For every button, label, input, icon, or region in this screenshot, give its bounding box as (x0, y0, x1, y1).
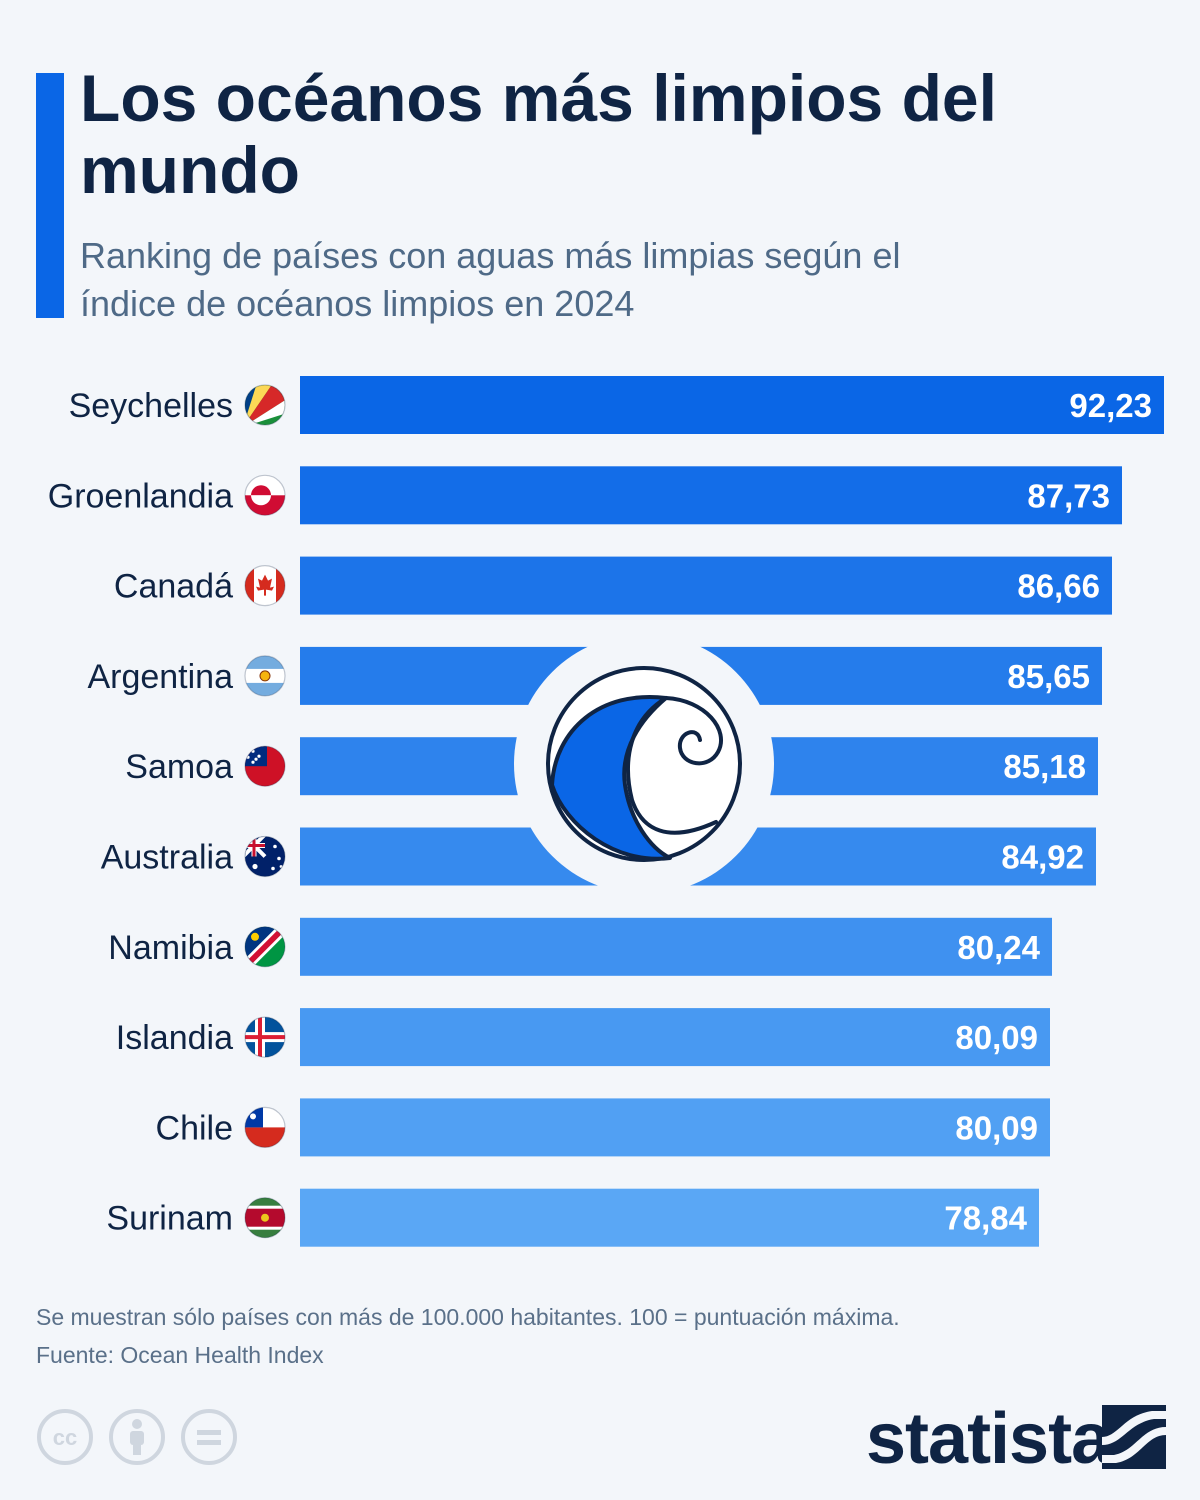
category-label: Chile (156, 1109, 233, 1147)
argentina-flag-icon (244, 655, 286, 697)
category-label: Seychelles (69, 387, 233, 425)
chart-subtitle: Ranking de países con aguas más limpias … (80, 235, 901, 324)
bar (300, 376, 1164, 434)
category-label: Surinam (106, 1200, 233, 1238)
greenland-flag-icon (244, 474, 286, 516)
value-label: 80,24 (957, 929, 1040, 966)
value-label: 84,92 (1001, 839, 1084, 876)
category-label: Australia (101, 839, 233, 877)
australia-flag-icon (244, 835, 286, 878)
bar (300, 556, 1112, 615)
footnote-note: Se muestran sólo países con más de 100.0… (36, 1304, 900, 1330)
suriname-flag-icon (244, 1197, 286, 1239)
category-label: Samoa (125, 748, 233, 786)
title-accent-bar (36, 73, 64, 318)
value-label: 86,66 (1017, 568, 1100, 605)
statista-logo-text[interactable]: statista (866, 1399, 1111, 1479)
bar (300, 1188, 1039, 1247)
no-derivatives-icon[interactable] (180, 1408, 238, 1466)
seychelles-flag-icon (244, 384, 286, 426)
value-label: 78,84 (944, 1200, 1027, 1237)
namibia-flag-icon (244, 926, 286, 968)
iceland-flag-icon (244, 1016, 286, 1058)
bar (300, 1098, 1050, 1157)
bar (300, 1008, 1050, 1067)
bar (300, 466, 1122, 525)
canada-flag-icon (244, 565, 286, 607)
chile-flag-icon (244, 1106, 286, 1149)
category-label: Namibia (108, 929, 233, 967)
ocean-wave-icon (514, 634, 774, 894)
footnote: Se muestran sólo países con más de 100.0… (36, 1298, 900, 1374)
chart-title: Los océanos más limpios del mundo (80, 61, 997, 207)
svg-text:cc: cc (53, 1425, 77, 1450)
samoa-flag-icon (244, 745, 286, 787)
category-label: Groenlandia (48, 477, 233, 515)
category-label: Islandia (116, 1019, 233, 1057)
value-label: 85,18 (1003, 748, 1086, 785)
attribution-icon[interactable] (108, 1408, 166, 1466)
value-label: 87,73 (1027, 477, 1110, 514)
value-label: 85,65 (1007, 658, 1090, 695)
bar (300, 917, 1052, 976)
value-label: 80,09 (955, 1019, 1038, 1056)
value-label: 80,09 (955, 1109, 1038, 1146)
value-label: 92,23 (1069, 387, 1152, 424)
category-label: Argentina (87, 658, 233, 696)
cc-icon[interactable]: cc (36, 1408, 94, 1466)
bar-chart: 92,23 Seychelles 87,73 Groenlandia 86,66 Cana… (48, 376, 1164, 1247)
statista-logo-icon[interactable] (1102, 1405, 1166, 1469)
source-text: Fuente: Ocean Health Index (36, 1342, 324, 1368)
category-label: Canadá (114, 568, 233, 606)
